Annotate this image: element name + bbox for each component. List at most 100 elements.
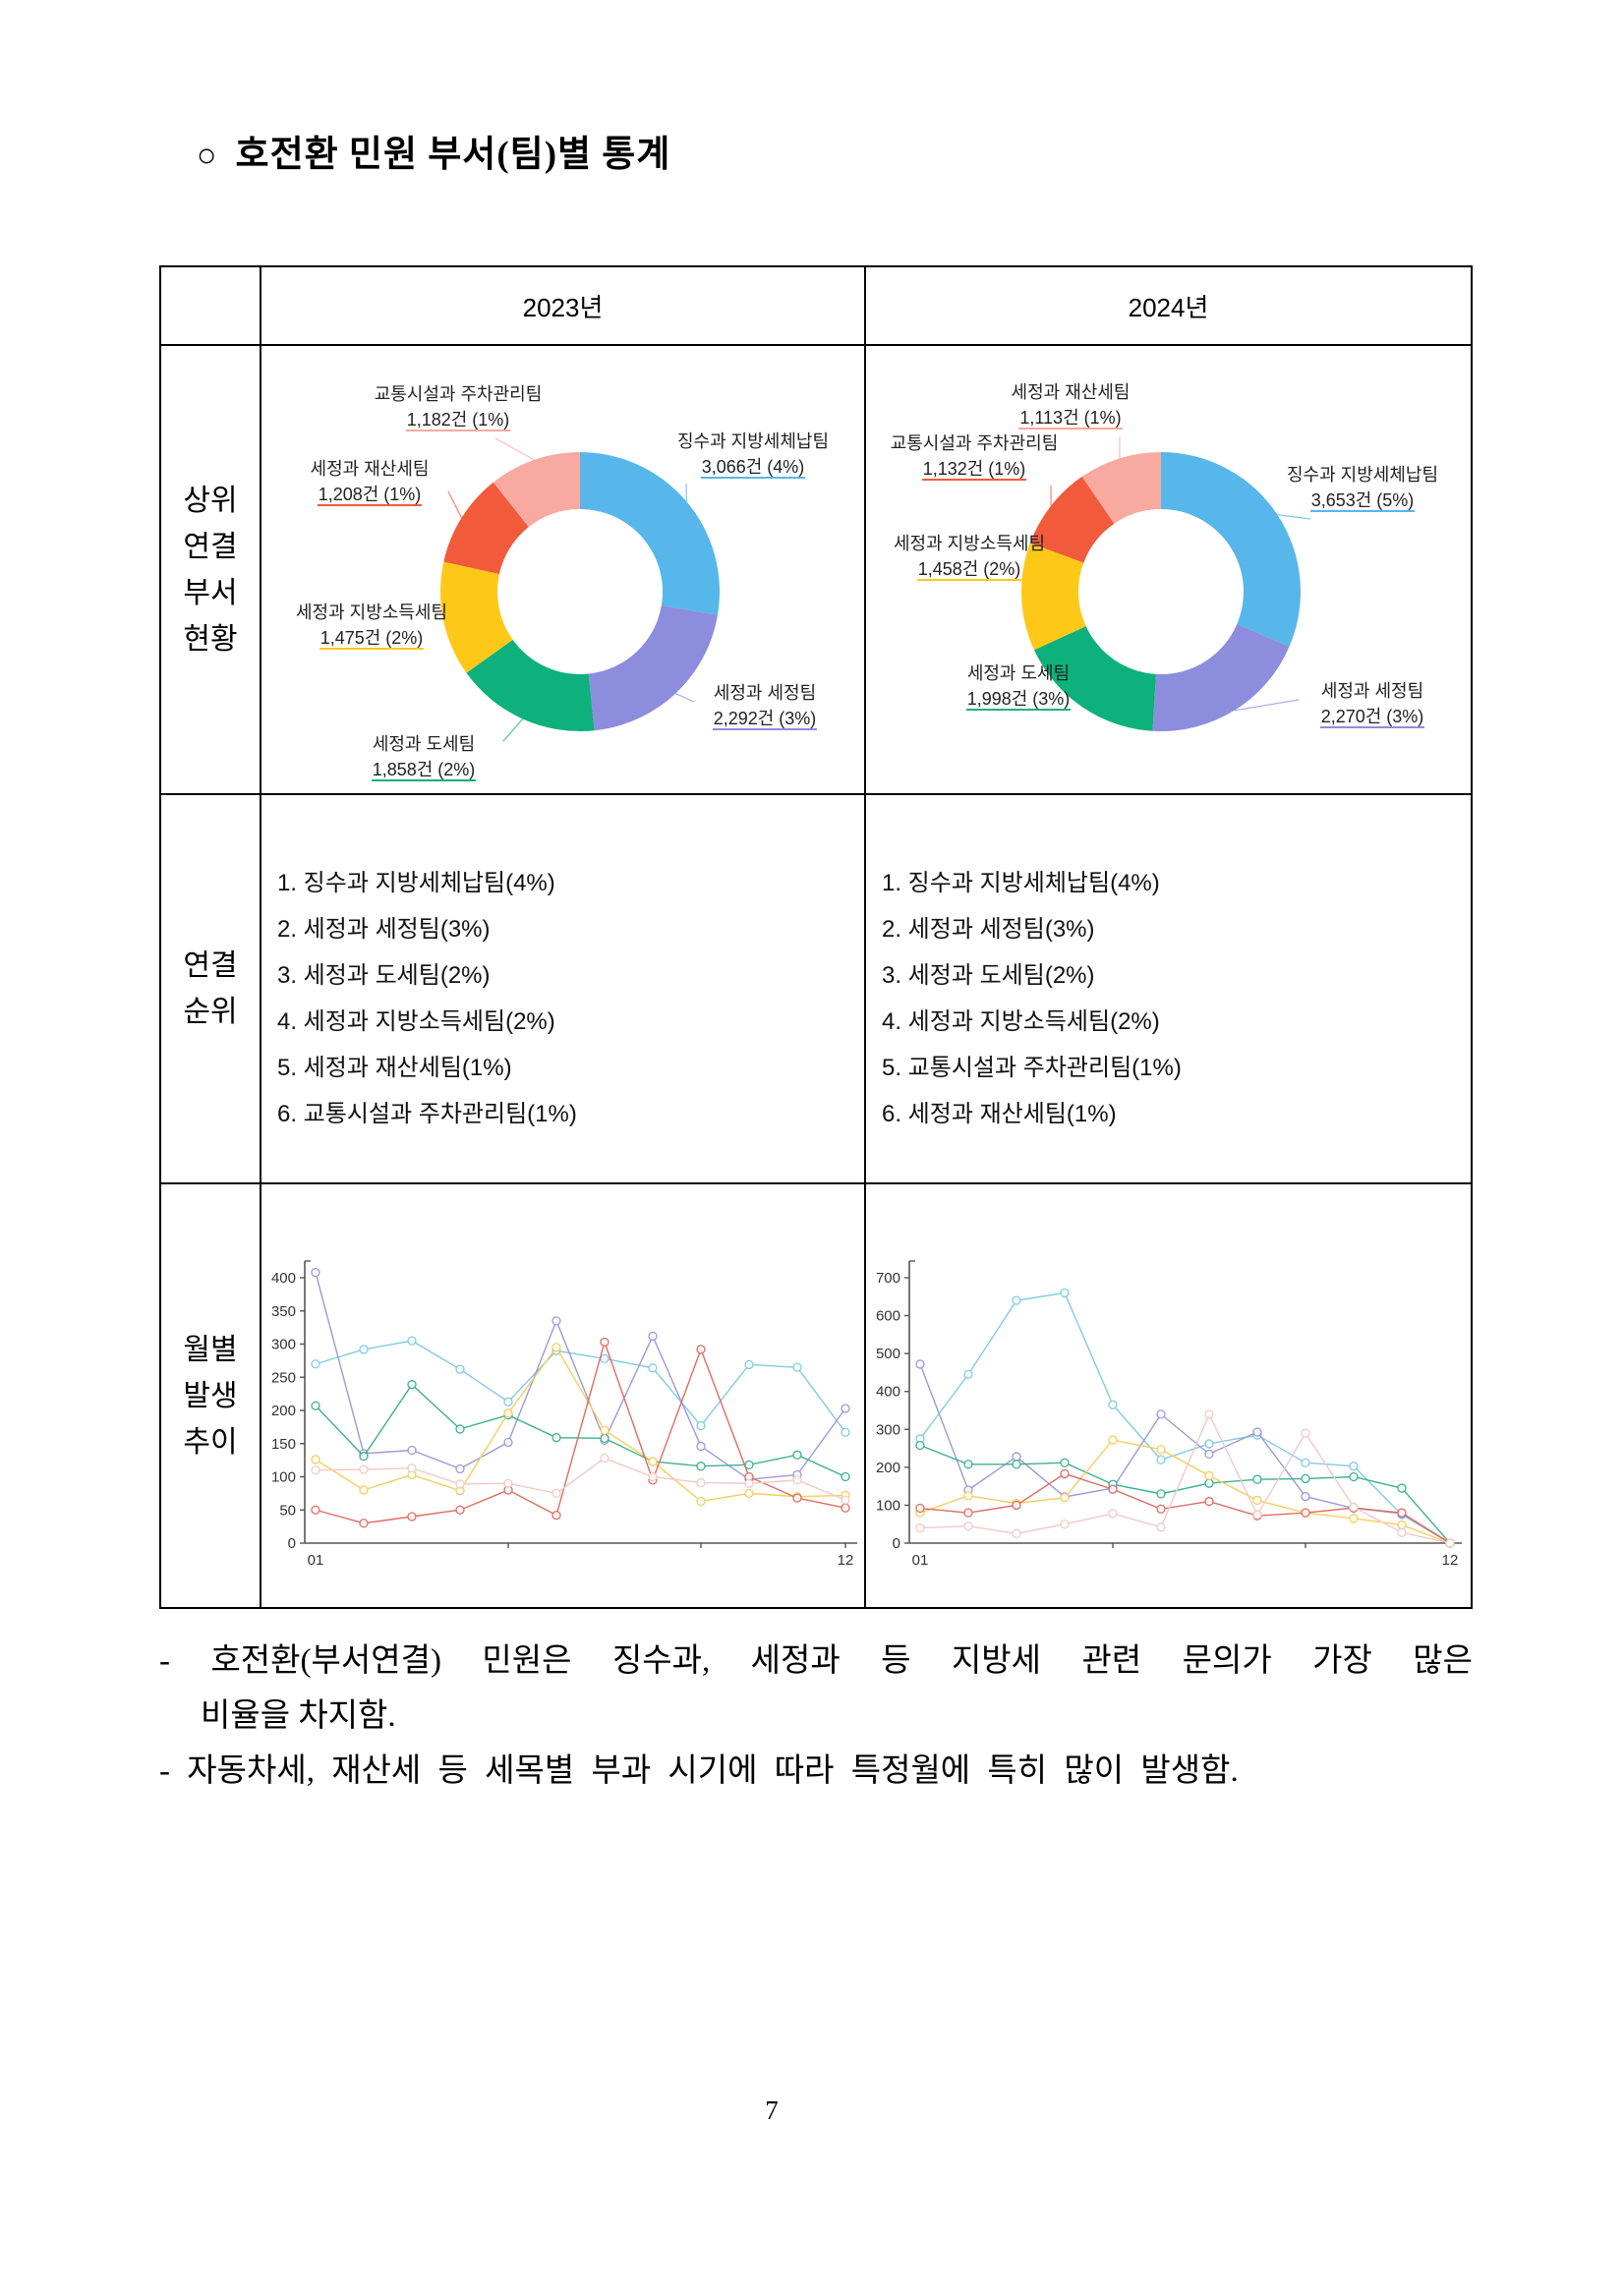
data-point-marker bbox=[1204, 1439, 1214, 1449]
data-point-marker bbox=[1156, 1504, 1166, 1514]
data-point-marker bbox=[963, 1521, 973, 1531]
data-point-marker bbox=[359, 1485, 369, 1495]
data-point-marker bbox=[696, 1462, 706, 1471]
rank-item: 6. 교통시설과 주차관리팀(1%) bbox=[277, 1101, 577, 1127]
data-point-marker bbox=[915, 1440, 925, 1451]
rank-item: 3. 세정과 도세팀(2%) bbox=[882, 962, 1095, 989]
data-point-marker bbox=[1108, 1435, 1118, 1445]
data-point-marker bbox=[1301, 1458, 1310, 1467]
data-point-marker bbox=[1301, 1491, 1310, 1502]
y-axis-tick-label: 300 bbox=[271, 1337, 296, 1353]
data-point-marker bbox=[792, 1450, 802, 1460]
statistics-table: 2023년 2024년 상위 연결 부서 현황 징수과 지방세체납팀 3,066건… bbox=[159, 265, 1473, 1609]
x-axis-tick-label: 12 bbox=[838, 1552, 854, 1569]
data-point-marker bbox=[600, 1453, 609, 1464]
y-axis-tick-label: 200 bbox=[876, 1460, 900, 1476]
data-point-marker bbox=[792, 1475, 802, 1485]
data-point-marker bbox=[359, 1519, 369, 1528]
data-point-marker bbox=[1349, 1471, 1359, 1482]
data-point-marker bbox=[648, 1331, 658, 1342]
data-point-marker bbox=[311, 1401, 320, 1410]
data-point-marker bbox=[1204, 1470, 1214, 1480]
rank-item: 2. 세정과 세정팀(3%) bbox=[882, 916, 1095, 943]
donut-label: 교통시설과 주차관리팀 1,132건 (1%) bbox=[890, 433, 1059, 481]
donut-slice bbox=[1081, 452, 1161, 524]
donut-slice bbox=[580, 452, 720, 615]
donut-cell-2024: 징수과 지방세체납팀 3,653건 (5%) 세정과 세정팀 2,270건 (3%)… bbox=[866, 346, 1471, 795]
trend-line bbox=[315, 1272, 846, 1480]
trend-line bbox=[315, 1340, 846, 1524]
row-label-trend: 월별 발생 추이 bbox=[161, 1184, 261, 1607]
y-axis-tick-label: 0 bbox=[288, 1535, 296, 1552]
data-point-marker bbox=[600, 1353, 609, 1364]
data-point-marker bbox=[915, 1503, 925, 1514]
data-point-marker bbox=[311, 1465, 320, 1475]
data-point-marker bbox=[407, 1380, 417, 1390]
x-axis-tick-label: 01 bbox=[912, 1552, 929, 1569]
data-point-marker bbox=[1156, 1445, 1166, 1455]
data-point-marker bbox=[1252, 1474, 1262, 1484]
donut-cell-2023: 징수과 지방세체납팀 3,066건 (4%) 세정과 세정팀 2,292건 (3%)… bbox=[261, 346, 866, 795]
page-title: ○ 호전환 민원 부서(팀)별 통계 bbox=[197, 124, 670, 177]
data-point-marker bbox=[1060, 1458, 1070, 1467]
donut-label: 징수과 지방세체납팀 3,653건 (5%) bbox=[1286, 465, 1439, 512]
rank-cell-2024: 1. 징수과 지방세체납팀(4%) 2. 세정과 세정팀(3%) 3. 세정과 … bbox=[866, 795, 1471, 1184]
donut-label: 세정과 세정팀 2,292건 (3%) bbox=[712, 683, 818, 730]
data-point-marker bbox=[1349, 1502, 1359, 1513]
data-point-marker bbox=[455, 1364, 465, 1374]
rank-item: 3. 세정과 도세팀(2%) bbox=[277, 962, 491, 989]
data-point-marker bbox=[1156, 1409, 1166, 1419]
donut-label: 세정과 지방소득세팀 1,475건 (2%) bbox=[295, 603, 448, 650]
line-chart-2023: 0 50 100 150 200 250 300 350 400 01 12 bbox=[271, 1260, 857, 1569]
data-point-marker bbox=[1204, 1496, 1214, 1507]
donut-label: 세정과 도세팀 1,858건 (2%) bbox=[371, 734, 477, 781]
y-axis-tick-label: 100 bbox=[271, 1469, 296, 1486]
header-corner-cell bbox=[161, 267, 261, 346]
donut-slice bbox=[1029, 476, 1115, 563]
trend-cell-2023: 0 50 100 150 200 250 300 350 400 01 12 bbox=[261, 1184, 866, 1607]
trend-line bbox=[919, 1472, 1451, 1544]
label-leader-line bbox=[494, 437, 535, 461]
data-point-marker bbox=[359, 1464, 369, 1474]
data-point-marker bbox=[503, 1397, 513, 1406]
data-point-marker bbox=[1012, 1295, 1021, 1305]
data-point-marker bbox=[1156, 1489, 1166, 1499]
data-point-marker bbox=[600, 1433, 609, 1444]
y-axis-tick-label: 300 bbox=[876, 1421, 900, 1438]
label-leader-line bbox=[502, 718, 524, 742]
data-point-marker bbox=[1397, 1508, 1407, 1518]
donut-slice bbox=[466, 639, 595, 731]
trend-line bbox=[919, 1439, 1451, 1544]
y-axis-tick-label: 600 bbox=[876, 1308, 900, 1325]
label-leader-line bbox=[1081, 699, 1103, 708]
page-title-text: 호전환 민원 부서(팀)별 통계 bbox=[235, 135, 671, 175]
donut-slice bbox=[1152, 624, 1290, 731]
data-point-marker bbox=[1108, 1400, 1118, 1409]
rank-list-2024: 1. 징수과 지방세체납팀(4%) 2. 세정과 세정팀(3%) 3. 세정과 … bbox=[882, 860, 1182, 1137]
data-point-marker bbox=[1349, 1462, 1359, 1471]
data-point-marker bbox=[744, 1488, 754, 1499]
data-point-marker bbox=[648, 1471, 658, 1482]
label-leader-line bbox=[1020, 581, 1058, 598]
y-axis-tick-label: 50 bbox=[279, 1502, 296, 1519]
donut-chart-2023 bbox=[440, 437, 720, 742]
trend-cell-2024: 0 100 200 300 400 500 600 700 01 12 bbox=[866, 1184, 1471, 1607]
line-chart-2024: 0 100 200 300 400 500 600 700 01 12 bbox=[876, 1260, 1462, 1569]
y-axis-tick-label: 400 bbox=[876, 1384, 900, 1401]
year-header-2023: 2023년 bbox=[261, 267, 866, 346]
data-point-marker bbox=[407, 1512, 417, 1521]
rank-list-2023: 1. 징수과 지방세체납팀(4%) 2. 세정과 세정팀(3%) 3. 세정과 … bbox=[277, 860, 577, 1137]
data-point-marker bbox=[311, 1455, 320, 1464]
data-point-marker bbox=[1252, 1427, 1262, 1437]
rank-item: 5. 교통시설과 주차관리팀(1%) bbox=[882, 1055, 1182, 1081]
y-axis-tick-label: 100 bbox=[876, 1497, 900, 1514]
donut-label: 징수과 지방세체납팀 3,066건 (4%) bbox=[676, 431, 830, 479]
data-point-marker bbox=[1060, 1288, 1070, 1298]
rank-item: 6. 세정과 재산세팀(1%) bbox=[882, 1101, 1117, 1127]
bullet-item-continued: 비율을 차지함. bbox=[201, 1698, 396, 1734]
summary-bullets: - 호전환(부서연결) 민원은 징수과, 세정과 등 지방세 관련 문의가 가장… bbox=[159, 1634, 1473, 1799]
data-point-marker bbox=[359, 1451, 369, 1462]
donut-slice bbox=[588, 605, 719, 731]
data-point-marker bbox=[1301, 1428, 1310, 1438]
